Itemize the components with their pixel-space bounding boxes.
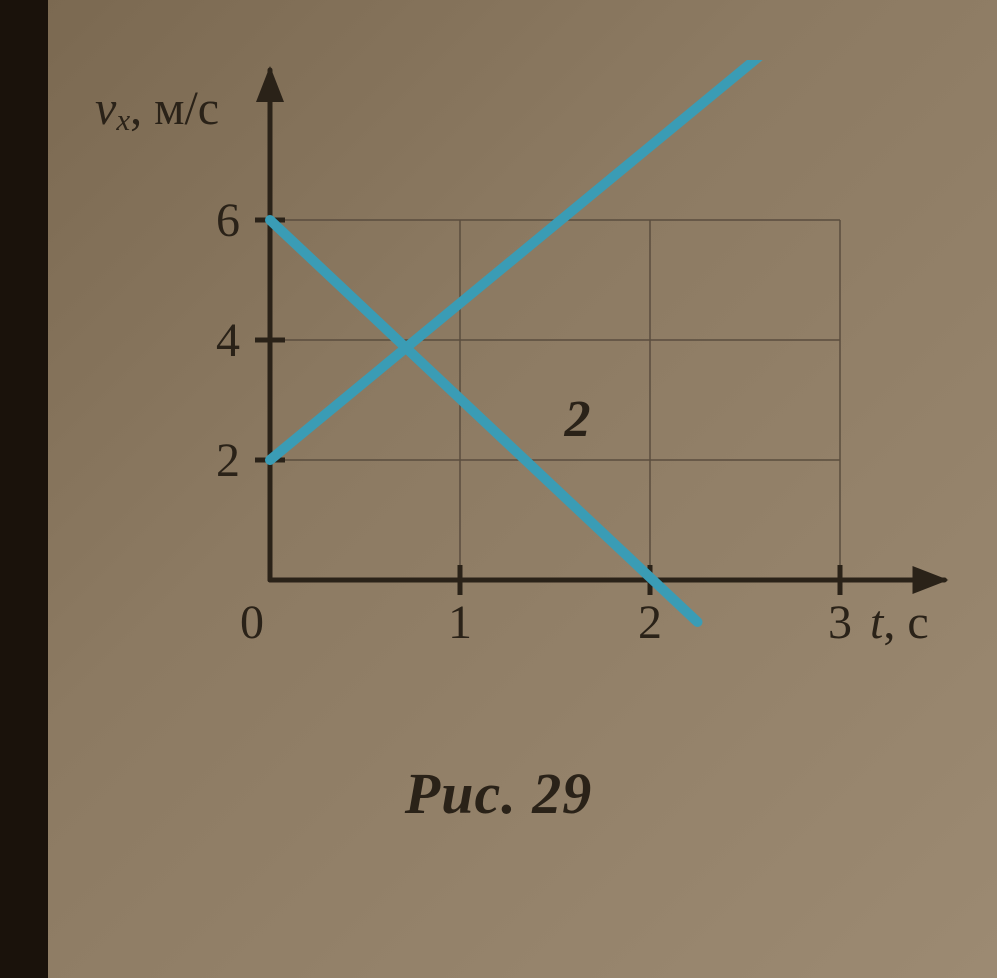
chart-axes [255, 66, 949, 595]
x-tick-label: 0 [240, 596, 264, 649]
x-axis-label: t, c [870, 596, 929, 649]
y-axis-label: vx, м/с [95, 82, 219, 137]
figure-caption: Рис. 29 [0, 760, 997, 827]
velocity-time-chart: 2460123vx, м/сt, c12 [80, 60, 980, 760]
y-tick-label: 4 [216, 314, 240, 367]
chart-series [270, 60, 859, 622]
y-tick-label: 2 [216, 434, 240, 487]
x-tick-label: 1 [448, 596, 472, 649]
chart-svg: 2460123vx, м/сt, c12 [80, 60, 980, 760]
photo-dark-edge [0, 0, 48, 978]
x-tick-label: 3 [828, 596, 852, 649]
y-tick-label: 6 [216, 194, 240, 247]
x-tick-label: 2 [638, 596, 662, 649]
series-label-line2: 2 [564, 391, 591, 448]
chart-grid [270, 220, 840, 580]
